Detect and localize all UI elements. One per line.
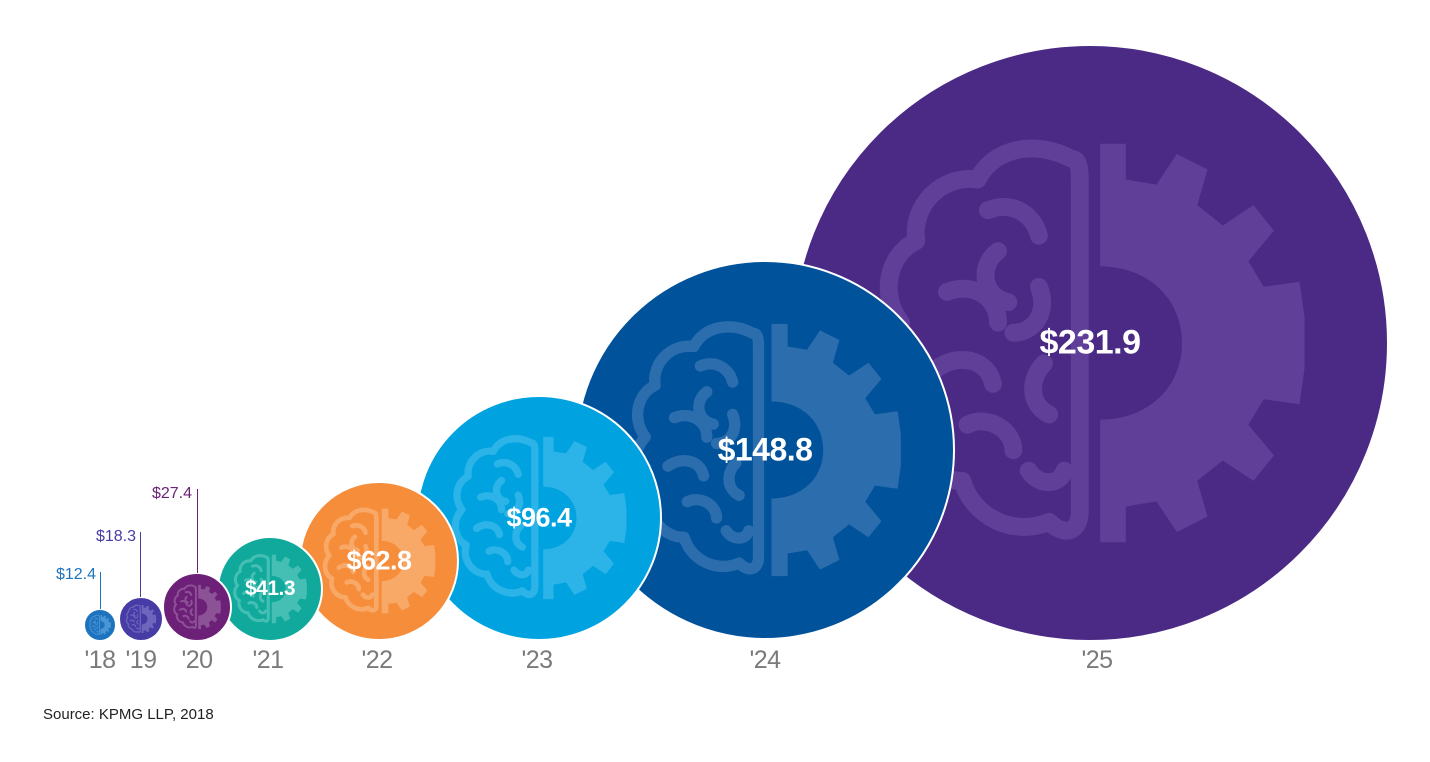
brain-gear-icon (173, 583, 222, 631)
year-label: '25 (1081, 646, 1113, 674)
bubble-value-label: $96.4 (506, 502, 572, 533)
bubble-0 (83, 608, 117, 642)
brain-gear-icon (89, 614, 112, 636)
source-note: Source: KPMG LLP, 2018 (43, 706, 214, 723)
bubble-value-label: $148.8 (717, 431, 813, 468)
year-label: '21 (252, 646, 284, 674)
bubble-value-label: $27.4 (151, 485, 192, 502)
bubble-5: $96.4 (416, 395, 662, 641)
bubble-3: $41.3 (217, 536, 323, 642)
bubble-value-label: $41.3 (244, 577, 296, 600)
year-label: '19 (125, 646, 157, 674)
bubble-value-label: $62.8 (346, 545, 412, 576)
bubble-2 (162, 572, 232, 642)
year-label: '23 (521, 646, 553, 674)
leader-line (140, 532, 141, 597)
leader-line (100, 572, 101, 609)
year-label: '22 (361, 646, 393, 674)
bubble-value-label: $18.3 (95, 528, 136, 545)
bubble-value-label: $231.9 (1039, 323, 1142, 362)
bubble-1 (118, 596, 164, 642)
leader-line (197, 489, 198, 573)
bubble-value-label: $12.4 (55, 566, 96, 583)
year-label: '24 (749, 646, 781, 674)
bubble-4: $62.8 (299, 481, 459, 641)
year-label: '20 (181, 646, 213, 674)
year-label: '18 (84, 646, 116, 674)
brain-gear-icon (125, 604, 157, 634)
